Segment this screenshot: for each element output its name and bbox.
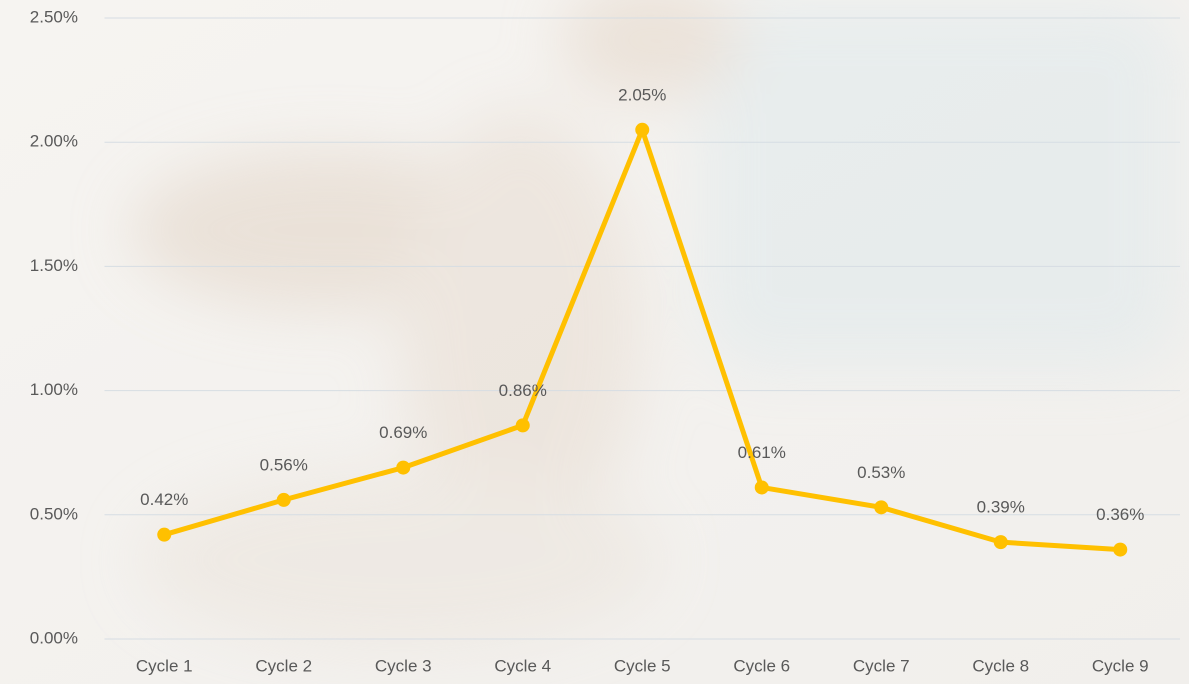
data-label: 0.56% [260,455,308,474]
data-label: 0.39% [977,498,1025,517]
y-tick-label: 0.50% [30,504,78,523]
data-label: 0.42% [140,490,188,509]
data-label: 0.36% [1096,505,1144,524]
data-point [277,493,291,507]
data-label: 0.53% [857,463,905,482]
x-tick-label: Cycle 6 [733,656,790,675]
data-point [157,528,171,542]
data-point [635,123,649,137]
x-tick-label: Cycle 4 [494,656,551,675]
data-label: 0.86% [499,381,547,400]
y-tick-label: 1.50% [30,256,78,275]
x-tick-label: Cycle 2 [255,656,312,675]
data-label: 2.05% [618,85,666,104]
chart: 0.00% 0.50% 1.00% 1.50% 2.00% 2.50% Cycle 1 Cyc… [0,0,1189,684]
x-tick-label: Cycle 9 [1092,656,1149,675]
data-point [874,500,888,514]
data-point [516,418,530,432]
y-tick-label: 1.00% [30,380,78,399]
data-point [994,535,1008,549]
y-tick-label: 0.00% [30,628,78,647]
y-tick-label: 2.50% [30,7,78,26]
data-point [396,461,410,475]
y-tick-label: 2.00% [30,132,78,151]
data-point [755,480,769,494]
data-point [1113,543,1127,557]
x-tick-label: Cycle 5 [614,656,671,675]
background [0,0,1189,684]
x-tick-label: Cycle 3 [375,656,432,675]
data-label: 0.61% [738,443,786,462]
data-label: 0.69% [379,423,427,442]
x-tick-label: Cycle 8 [972,656,1029,675]
x-tick-label: Cycle 7 [853,656,910,675]
x-tick-label: Cycle 1 [136,656,193,675]
